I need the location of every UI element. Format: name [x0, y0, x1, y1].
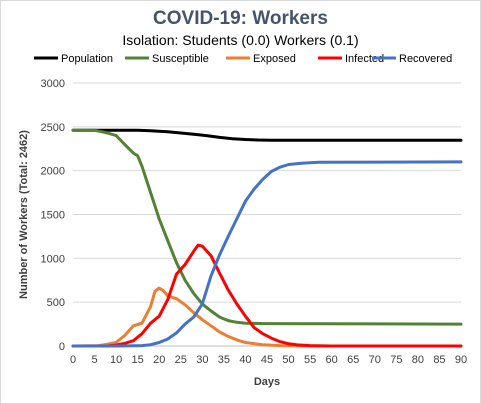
x-tick-label: 20 — [153, 354, 165, 366]
x-tick-label: 90 — [455, 354, 467, 366]
x-tick-label: 15 — [132, 354, 144, 366]
x-tick-label: 25 — [175, 354, 187, 366]
y-tick-label: 2500 — [41, 122, 65, 134]
x-tick-label: 30 — [196, 354, 208, 366]
series-lines — [71, 128, 463, 348]
legend: Population Susceptible Exposed Infected Reco… — [34, 53, 452, 65]
x-tick-label: 65 — [347, 354, 359, 366]
y-tick-label: 0 — [59, 341, 65, 353]
x-tick-label: 55 — [304, 354, 316, 366]
y-tick-label: 2000 — [41, 166, 65, 178]
chart-title: COVID-19: Workers — [153, 8, 328, 29]
x-tick-label: 40 — [239, 354, 251, 366]
chart-subtitle: Isolation: Students (0.0) Workers (0.1) — [122, 32, 359, 48]
x-tick-label: 0 — [70, 354, 76, 366]
series-line-exposed — [71, 286, 463, 348]
x-tick-label: 10 — [110, 354, 122, 366]
y-tick-labels: 0 500 1000 1500 2000 2500 3000 — [41, 78, 65, 353]
x-tick-label: 75 — [390, 354, 402, 366]
y-tick-label: 1000 — [41, 253, 65, 265]
x-tick-label: 5 — [91, 354, 97, 366]
legend-label-infected: Infected — [345, 53, 384, 65]
series-line-susceptible — [71, 128, 463, 326]
x-tick-label: 80 — [412, 354, 424, 366]
x-tick-label: 45 — [261, 354, 273, 366]
legend-label-exposed: Exposed — [253, 53, 296, 65]
x-tick-label: 70 — [369, 354, 381, 366]
series-line-population — [71, 128, 463, 142]
x-axis-title: Days — [254, 376, 280, 388]
gridlines — [73, 82, 461, 347]
legend-label-susceptible: Susceptible — [152, 53, 209, 65]
y-tick-label: 500 — [47, 297, 65, 309]
x-tick-label: 50 — [282, 354, 294, 366]
x-tick-label: 60 — [326, 354, 338, 366]
x-tick-labels: 0 5 10 15 20 25 30 35 40 45 50 55 60 65 70 75 80 85 90 — [70, 354, 467, 366]
legend-label-recovered: Recovered — [399, 53, 452, 65]
y-tick-label: 3000 — [41, 78, 65, 90]
series-line-infected — [71, 243, 463, 348]
series-line-recovered — [71, 160, 463, 348]
legend-label-population: Population — [61, 53, 113, 65]
x-tick-label: 35 — [218, 354, 230, 366]
x-tick-label: 85 — [433, 354, 445, 366]
y-axis-title: Number of Workers (Total: 2462) — [18, 130, 30, 299]
y-tick-label: 1500 — [41, 210, 65, 222]
